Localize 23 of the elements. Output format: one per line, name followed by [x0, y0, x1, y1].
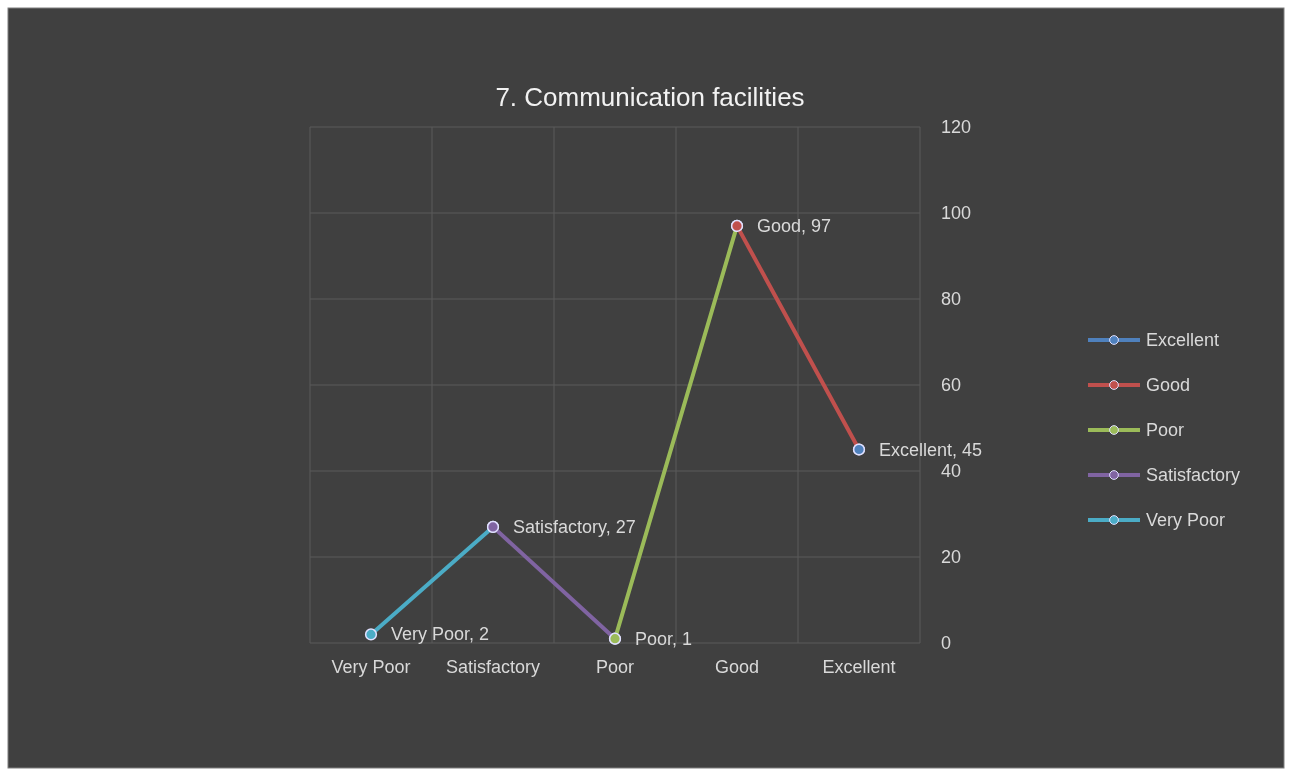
y-tick-label: 80: [941, 289, 962, 310]
x-tick-label: Very Poor: [331, 656, 411, 677]
y-tick-label: 120: [941, 117, 972, 138]
y-tick-label: 0: [941, 633, 952, 654]
data-label: Excellent, 45: [879, 439, 983, 460]
y-tick-label: 40: [941, 461, 962, 482]
data-label: Poor, 1: [635, 628, 693, 649]
data-label: Very Poor, 2: [391, 624, 490, 645]
y-tick-label: 20: [941, 547, 962, 568]
legend-label: Very Poor: [1146, 510, 1226, 530]
data-label: Satisfactory, 27: [513, 516, 636, 537]
data-label: Good, 97: [757, 215, 832, 236]
legend-label: Good: [1146, 375, 1191, 395]
y-tick-label: 100: [941, 203, 972, 224]
legend-label: Excellent: [1146, 330, 1220, 350]
chart-title: 7. Communication facilities: [495, 82, 805, 112]
y-tick-label: 60: [941, 375, 962, 396]
x-tick-label: Excellent: [822, 656, 896, 677]
x-tick-label: Good: [714, 656, 760, 677]
x-tick-label: Poor: [595, 656, 635, 677]
legend-label: Satisfactory: [1146, 465, 1241, 485]
x-tick-label: Satisfactory: [445, 656, 541, 677]
legend-label: Poor: [1146, 420, 1185, 440]
